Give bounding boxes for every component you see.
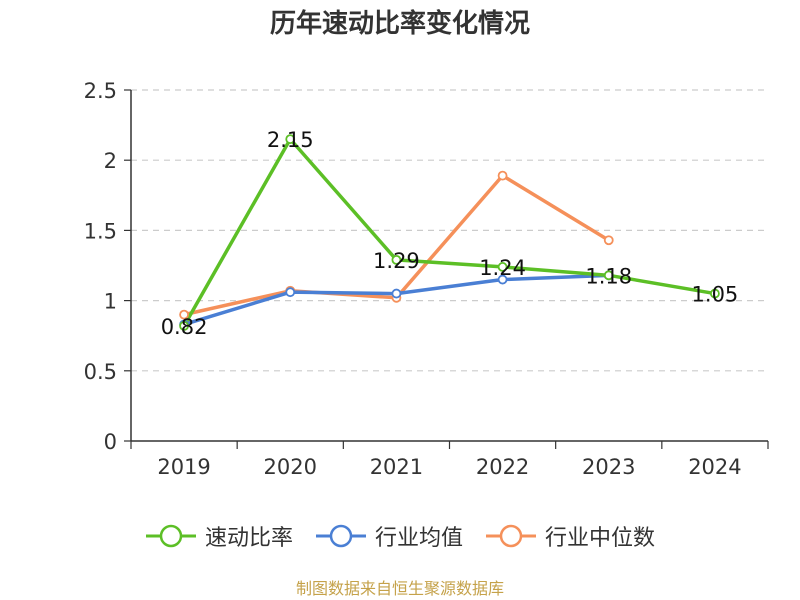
data-label: 1.18 bbox=[585, 264, 632, 288]
series-lines bbox=[182, 137, 717, 328]
data-point bbox=[603, 270, 614, 281]
legend-label: 行业均值 bbox=[374, 526, 463, 551]
data-point bbox=[285, 134, 296, 145]
axes: 0 0.5 1 1.5 2 2.5 2019 2020 2021 2022 2023 2024 bbox=[84, 79, 769, 479]
legend-line-icon bbox=[145, 524, 196, 548]
x-tick-label: 2022 bbox=[476, 455, 529, 479]
chart-title: 历年速动比率变化情况 bbox=[269, 9, 530, 39]
legend-item[interactable]: 行业均值 bbox=[315, 520, 463, 552]
x-tick-label: 2021 bbox=[370, 455, 423, 479]
data-label: 1.24 bbox=[479, 256, 526, 280]
y-tick-label: 1 bbox=[104, 290, 117, 314]
legend-item[interactable]: 行业中位数 bbox=[485, 520, 655, 552]
x-tick-label: 2024 bbox=[688, 455, 741, 479]
grid-lines bbox=[131, 89, 768, 372]
data-point bbox=[497, 274, 508, 285]
data-point bbox=[285, 287, 296, 298]
data-point bbox=[179, 309, 189, 320]
x-tick-label: 2023 bbox=[582, 455, 635, 479]
y-tick-label: 2 bbox=[104, 149, 117, 173]
data-label: 2.15 bbox=[267, 128, 314, 152]
y-tick-label: 2.5 bbox=[84, 79, 117, 103]
data-label: 0.82 bbox=[161, 315, 208, 339]
source-note: 制图数据来自恒生聚源数据库 bbox=[295, 579, 504, 598]
data-point bbox=[497, 262, 508, 272]
legend-label: 速动比率 bbox=[204, 526, 293, 551]
data-point bbox=[391, 254, 402, 265]
y-tick-label: 0 bbox=[104, 430, 117, 454]
data-label: 1.05 bbox=[692, 283, 739, 307]
legend-line-icon bbox=[486, 524, 536, 548]
data-label: 1.29 bbox=[373, 249, 420, 273]
legend-label: 行业中位数 bbox=[545, 526, 656, 551]
data-point bbox=[391, 288, 402, 299]
legend-item[interactable]: 速动比率 bbox=[145, 520, 293, 552]
series-line bbox=[182, 137, 717, 328]
data-point bbox=[497, 170, 508, 181]
data-point bbox=[603, 235, 614, 246]
x-tick-label: 2019 bbox=[157, 455, 210, 479]
series-points bbox=[179, 134, 720, 331]
data-labels: 0.82 2.15 1.29 1.24 1.18 1.05 bbox=[161, 128, 739, 339]
x-tick-label: 2020 bbox=[264, 455, 317, 479]
legend-line-icon bbox=[315, 524, 366, 548]
legend: 速动比率 行业均值 行业中位数 bbox=[0, 518, 800, 554]
data-point bbox=[710, 288, 720, 299]
y-tick-label: 0.5 bbox=[84, 360, 117, 384]
data-point bbox=[179, 320, 189, 331]
y-tick-label: 1.5 bbox=[84, 219, 117, 243]
